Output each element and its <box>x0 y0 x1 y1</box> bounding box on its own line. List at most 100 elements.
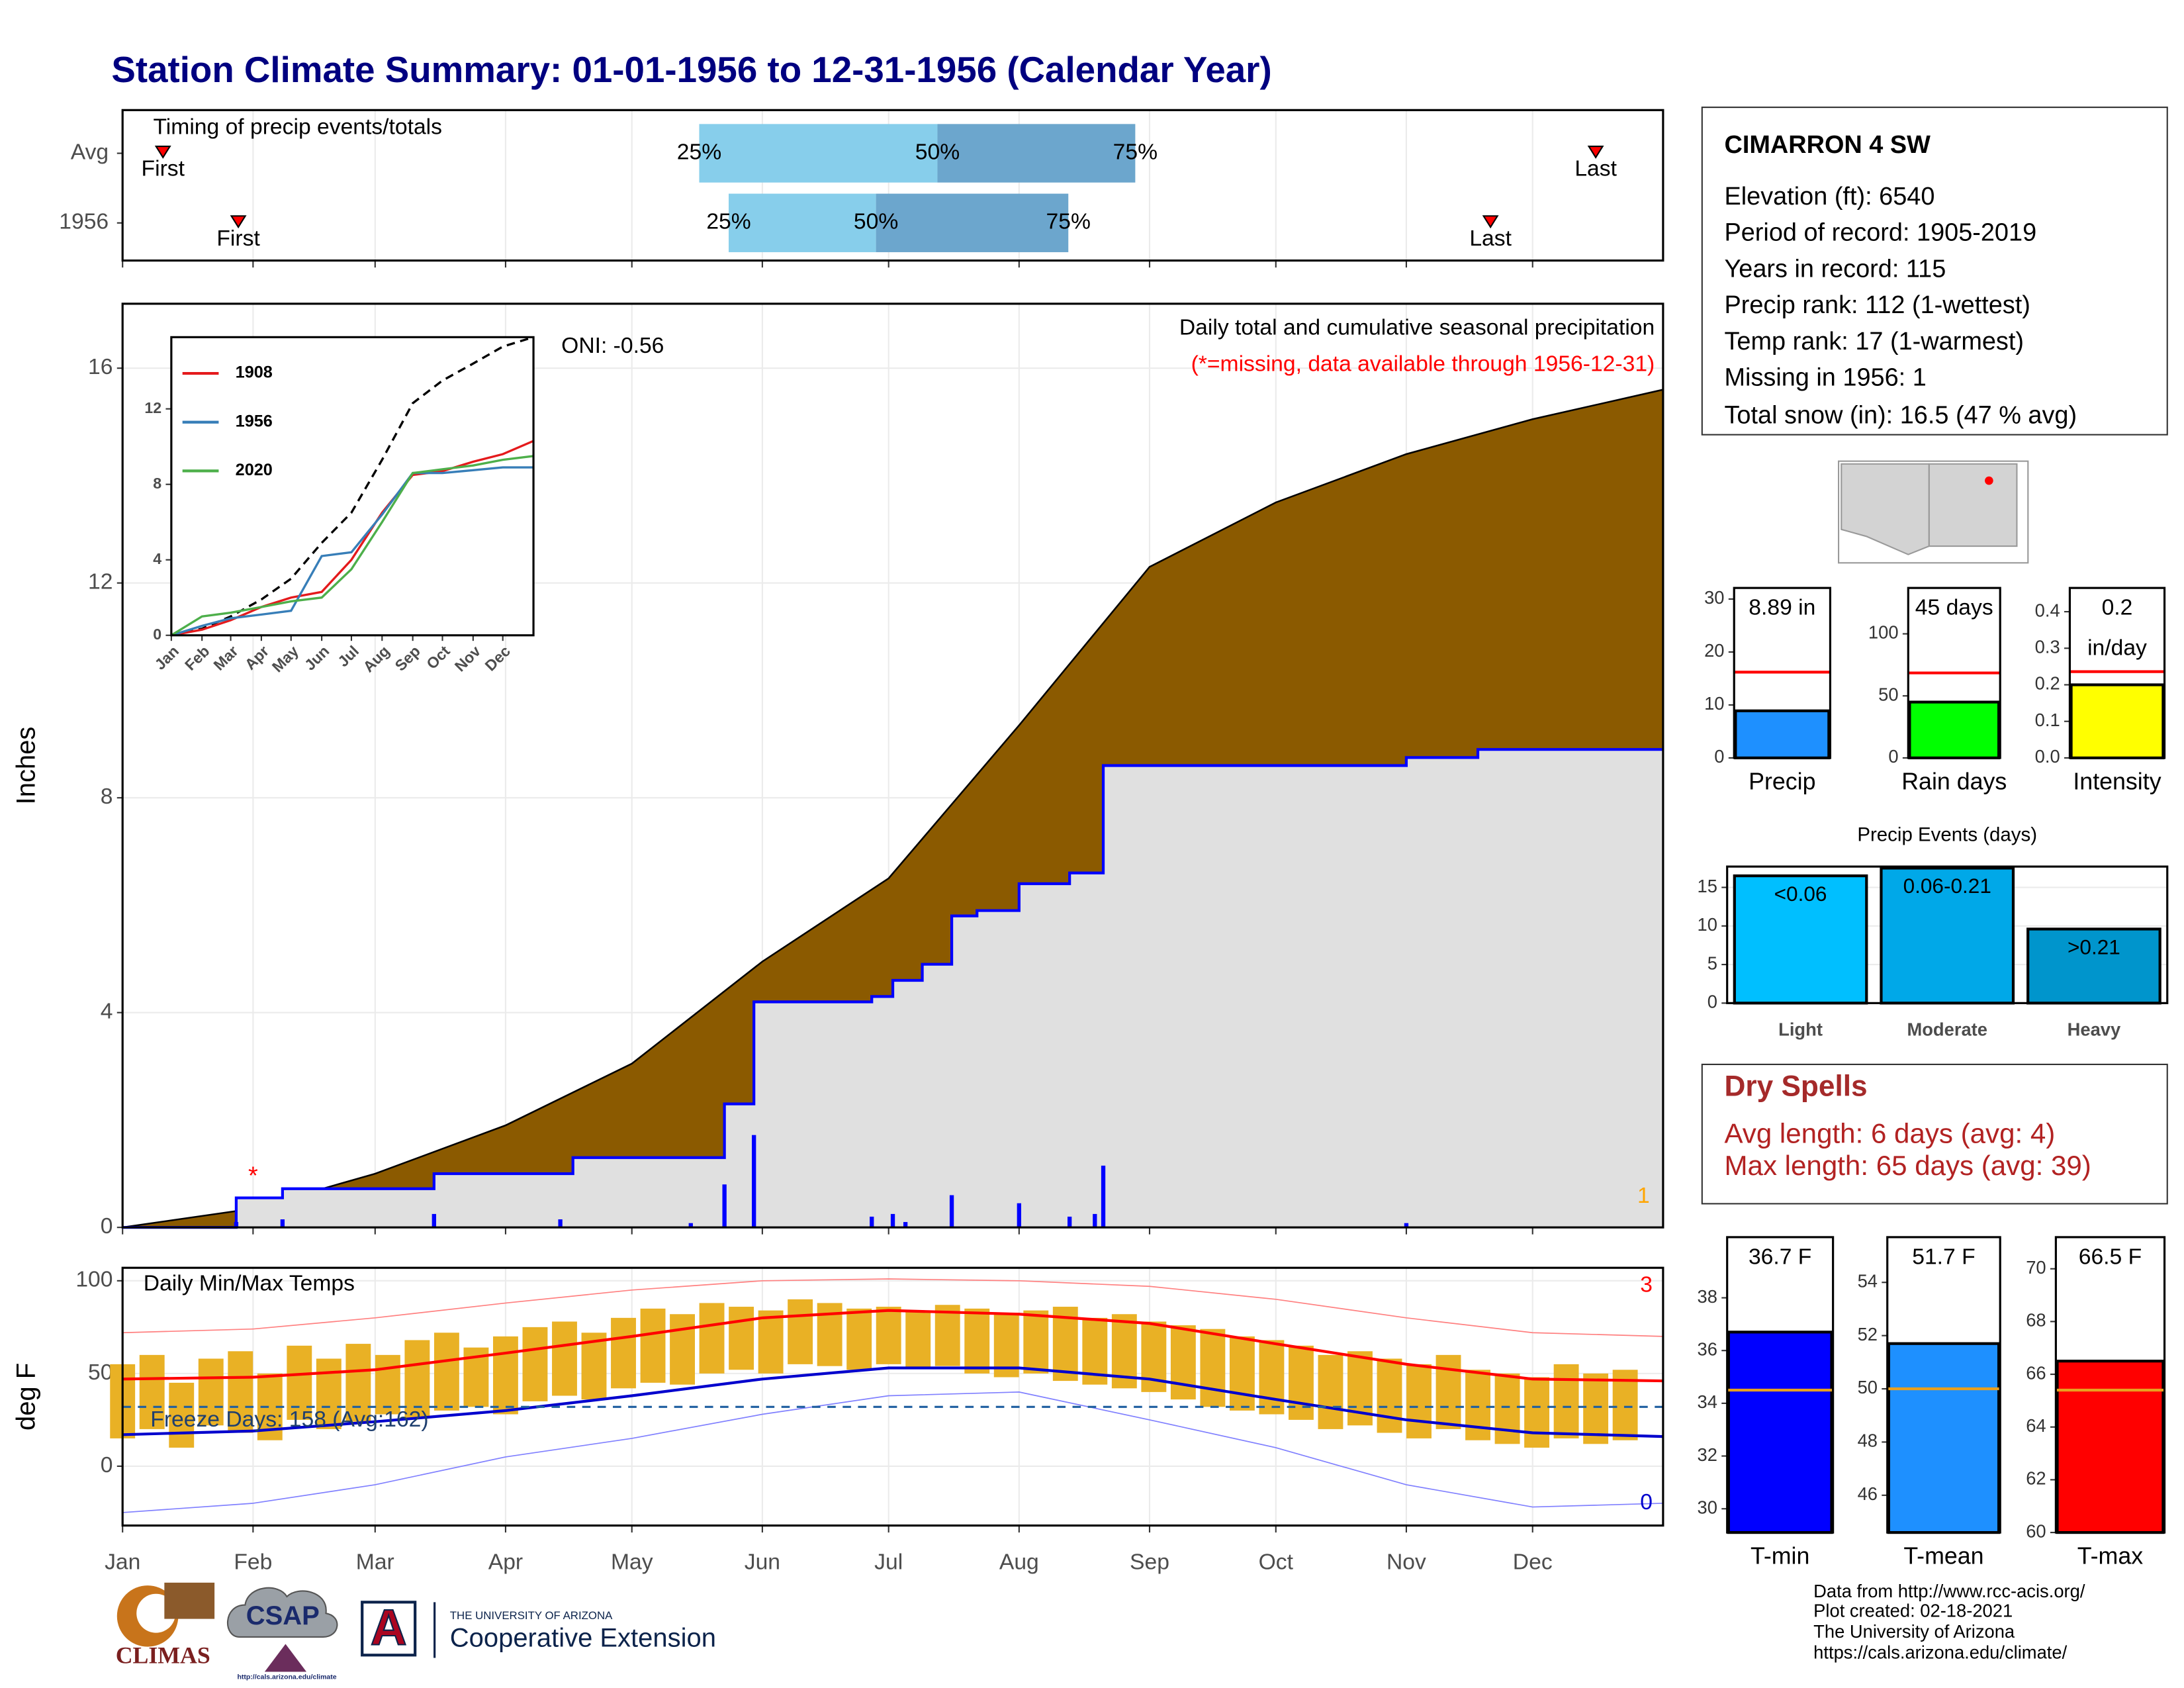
bin-label: 0.06-0.21 <box>1903 874 1991 898</box>
bar <box>1734 709 1831 760</box>
x-tick-label: Feb <box>234 1550 272 1574</box>
station-name: CIMARRON 4 SW <box>1724 131 1931 159</box>
y-tick-label: 0.0 <box>2035 746 2060 767</box>
temp-bar <box>699 1303 725 1374</box>
y-tick-label: 0 <box>1707 992 1717 1012</box>
record-low-count: 0 <box>1640 1490 1653 1515</box>
value-label: 45 days <box>1915 596 1993 620</box>
y-tick-label: 34 <box>1698 1391 1717 1412</box>
value-label: 36.7 F <box>1749 1244 1811 1269</box>
temp-bar <box>228 1351 253 1433</box>
y-tick-label: 10 <box>1704 693 1724 714</box>
station-line: Total snow (in): 16.5 (47 % avg) <box>1724 401 2077 429</box>
y-tick-label: 0 <box>1714 746 1724 767</box>
temp-bar <box>316 1358 341 1429</box>
bar <box>2026 927 2161 1005</box>
temp-bar <box>1406 1364 1432 1438</box>
logo-text: A <box>371 1600 407 1656</box>
missing-count: 1 <box>1637 1184 1650 1208</box>
footer-source: Data from http://www.rcc-acis.org/ <box>1813 1581 2085 1601</box>
panel-border <box>2068 586 2166 759</box>
y-tick-label: 0 <box>101 1214 113 1239</box>
y-tick-label: 62 <box>2026 1468 2046 1489</box>
quartile-label: 75% <box>1046 210 1091 234</box>
daily-precip <box>890 1213 895 1228</box>
ua-logo: A THE UNIVERSITY OF ARIZONA Cooperative … <box>361 1599 716 1658</box>
daily-precip <box>432 1213 436 1228</box>
y-tick-label: 64 <box>2026 1415 2046 1436</box>
y-tick-label: 38 <box>1698 1286 1717 1307</box>
y-tick-label: 20 <box>1704 640 1724 661</box>
cumulative-line <box>171 440 534 637</box>
temp-bar <box>1170 1325 1196 1400</box>
logo-shape <box>264 1644 307 1672</box>
missing-marker: * <box>248 1162 258 1190</box>
temp-bar <box>1377 1358 1402 1433</box>
category-label: T-mean <box>1903 1542 1983 1569</box>
temp-bar <box>493 1336 518 1415</box>
category-label: Intensity <box>2073 768 2161 794</box>
y-tick-label: 0.2 <box>2035 673 2060 694</box>
panel-background <box>171 337 534 635</box>
bar <box>2070 683 2165 760</box>
bin-label: >0.21 <box>2068 935 2120 959</box>
quartile-bar <box>699 124 938 183</box>
dry-spells-line: Avg length: 6 days (avg: 4) <box>1724 1117 2055 1149</box>
map-station <box>1985 476 1993 485</box>
y-tick-label: 36 <box>1698 1338 1717 1359</box>
quartile-label: 75% <box>1113 140 1158 164</box>
y-tick-label: 70 <box>2026 1257 2046 1278</box>
event-label: Last <box>1574 157 1617 181</box>
y-tick-label: 30 <box>1704 587 1724 608</box>
panel-title: Precip Events (days) <box>1857 824 2037 846</box>
panel-border <box>2054 1236 2166 1534</box>
panel-border <box>1907 586 2001 759</box>
footer-source: The University of Arizona <box>1813 1621 2015 1642</box>
y-tick-label: 16 <box>88 355 113 379</box>
climas-logo: CLIMAS <box>116 1582 215 1669</box>
y-tick-label: 0.1 <box>2035 710 2060 730</box>
x-tick-label: Oct <box>1259 1550 1294 1574</box>
x-tick-label: Nov <box>1387 1550 1426 1574</box>
event-label: First <box>216 226 260 251</box>
y-tick-label: 30 <box>1698 1497 1717 1517</box>
year-cumulative <box>122 748 1663 1229</box>
temp-bar <box>198 1358 224 1426</box>
y-tick-label: 8 <box>101 784 113 809</box>
temp-bar <box>670 1314 695 1385</box>
temp-bar <box>1023 1310 1049 1374</box>
category-label: Rain days <box>1901 768 2007 794</box>
value-label: 66.5 F <box>2079 1244 2142 1269</box>
bar <box>2056 1360 2165 1534</box>
daily-precip <box>1404 1223 1409 1228</box>
panel-border <box>1726 1236 1835 1534</box>
x-tick-label: Jul <box>874 1550 903 1574</box>
y-tick-label: 5 <box>1707 953 1717 973</box>
logo-text: Cooperative Extension <box>450 1624 716 1653</box>
panel-title: Timing of precip events/totals <box>154 115 442 140</box>
row-label: Avg <box>71 140 109 164</box>
dry-spells-title: Dry Spells <box>1724 1070 1867 1102</box>
logo-shape <box>226 1587 338 1638</box>
record-high-count: 3 <box>1640 1272 1653 1297</box>
record-line <box>122 1391 1663 1513</box>
temp-bar <box>169 1382 195 1448</box>
event-marker <box>1587 145 1604 159</box>
x-tick-label: Aug <box>999 1550 1039 1574</box>
x-tick-label: Mar <box>356 1550 394 1574</box>
daily-precip <box>722 1184 727 1228</box>
quartile-label: 50% <box>854 210 898 234</box>
temp-bar <box>1524 1377 1550 1448</box>
temp-bar <box>1289 1345 1314 1420</box>
panel-border <box>121 1266 1664 1527</box>
temp-bar <box>729 1307 754 1370</box>
value-label: 8.89 in <box>1749 596 1815 620</box>
bin-label: <0.06 <box>1774 882 1827 906</box>
category-label: Heavy <box>2068 1019 2121 1040</box>
x-tick-label: Dec <box>1513 1550 1553 1574</box>
y-tick-label: 8 <box>153 475 161 492</box>
average-line <box>122 1366 1663 1438</box>
y-tick-label: 0 <box>153 626 161 643</box>
freeze-label: Freeze Days: 158 (Avg:162) <box>150 1407 428 1432</box>
temp-bar <box>522 1327 548 1401</box>
